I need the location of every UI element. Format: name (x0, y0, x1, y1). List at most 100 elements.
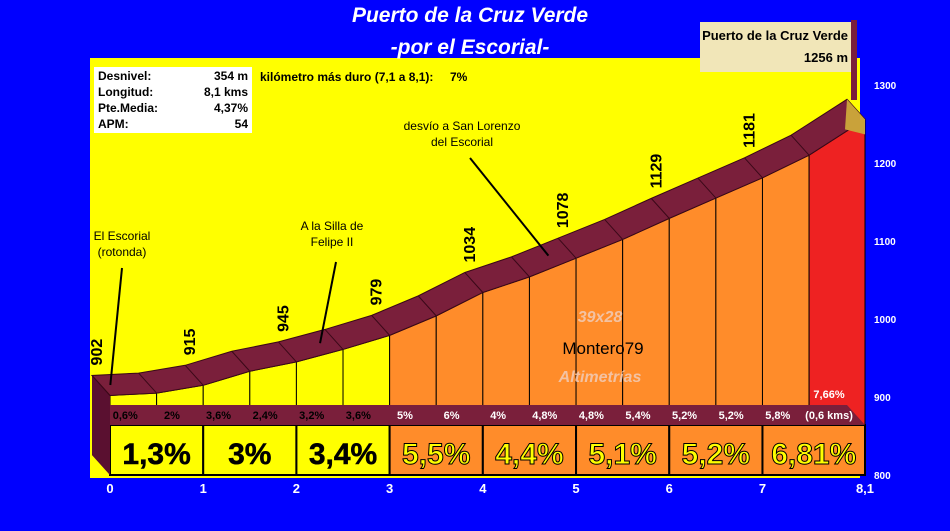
profile-rib-15 (790, 134, 810, 156)
stat-value-longitud: 8,1 kms (204, 85, 248, 99)
x-tick-4: 4 (479, 481, 487, 496)
annotation-leader-2 (469, 157, 550, 257)
segment-grade-label-9: 4,8% (532, 410, 557, 422)
segment-grade-label-4: 3,2% (299, 410, 324, 422)
km-grade-label-2: 3,4% (309, 438, 377, 471)
altitude-label-1: 915 (182, 329, 199, 356)
stat-label-longitud: Longitud: (98, 85, 153, 99)
altitude-label-6: 1129 (648, 154, 665, 189)
km-grade-cell-6 (668, 424, 764, 476)
profile-rib-8 (464, 272, 484, 293)
grade-band-top-face (92, 405, 865, 425)
annotation-leader-1 (319, 261, 337, 344)
x-tick-0: 0 (106, 481, 113, 496)
summit-box-background (700, 22, 852, 72)
stat-label-desnivel: Desnivel: (98, 69, 151, 83)
segment-grade-label-13: 5,2% (719, 410, 744, 422)
km-grade-label-7: 6,81% (771, 438, 856, 471)
segment-grade-label-6: 5% (397, 410, 413, 422)
segment-grade-label-2: 3,6% (206, 410, 231, 422)
chart-subtitle: -por el Escorial- (391, 36, 550, 59)
annotation-0-line-0: El Escorial (94, 229, 151, 243)
altitude-label-3: 979 (369, 279, 386, 306)
km-grade-label-5: 5,1% (588, 438, 656, 471)
y-tick-1: 900 (874, 393, 891, 404)
km-grade-label-6: 5,2% (682, 438, 750, 471)
segment-grade-label-1: 2% (164, 410, 180, 422)
summit-box: Puerto de la Cruz Verde 1256 m (700, 22, 852, 72)
segment-grade-note-15: (0,6 kms) (805, 410, 853, 422)
x-tick-8: 8,1 (856, 481, 874, 496)
summit-face (845, 99, 865, 135)
km-grade-label-3: 5,5% (402, 438, 470, 471)
stat-value-desnivel: 354 m (214, 69, 248, 83)
km-grade-label-1: 3% (228, 438, 271, 471)
km-grade-label-4: 4,4% (495, 438, 563, 471)
segment-grade-label-7: 6% (444, 410, 460, 422)
km-grade-cell-3 (388, 424, 484, 476)
segment-grade-label-5: 3,6% (346, 410, 371, 422)
profile-rib-3 (231, 350, 251, 372)
km-grade-cell-4 (481, 424, 578, 476)
altitude-label-7: 1181 (741, 113, 758, 148)
profile-rib-11 (604, 219, 624, 240)
profile-rib-10 (557, 237, 577, 259)
x-tick-3: 3 (386, 481, 393, 496)
stat-label-pte-media: Pte.Media: (98, 101, 158, 115)
annotation-2-line-1: del Escorial (431, 135, 493, 149)
km-grade-label-0: 1,3% (122, 438, 190, 471)
km-grade-cell-7 (761, 424, 866, 476)
annotation-0-line-1: (rotonda) (98, 245, 147, 259)
segment-grade-label-15: 7,66% (813, 389, 844, 401)
y-tick-3: 1100 (874, 237, 896, 248)
km-grade-cell-1 (202, 424, 298, 476)
chart-title: Puerto de la Cruz Verde (352, 4, 588, 27)
profile-left-face (92, 375, 110, 475)
stat-value-apm: 54 (235, 117, 249, 131)
x-tick-7: 7 (759, 481, 766, 496)
annotation-leader-0 (109, 267, 123, 386)
annotation-1-line-1: Felipe II (311, 235, 354, 249)
stat-value-pte-media: 4,37% (214, 101, 248, 115)
segment-grade-label-12: 5,2% (672, 410, 697, 422)
y-tick-4: 1200 (874, 159, 897, 170)
watermark-line2: Montero79 (562, 339, 643, 358)
watermark-line3: Altimetrías (558, 369, 642, 386)
profile-rib-2 (184, 364, 204, 386)
altitude-label-4: 1034 (462, 227, 479, 263)
altitude-label-5: 1078 (555, 192, 572, 228)
segment-grade-label-0: 0,6% (113, 410, 138, 422)
profile-rib-5 (324, 329, 344, 350)
hardest-km-value: 7% (450, 70, 468, 84)
summit-altitude: 1256 m (804, 50, 848, 65)
profile-rib-4 (278, 341, 297, 363)
y-tick-5: 1300 (874, 81, 897, 92)
stats-box: Desnivel: 354 m Longitud: 8,1 kms Pte.Me… (94, 67, 252, 133)
y-tick-2: 1000 (874, 315, 897, 326)
altitude-label-2: 945 (275, 305, 292, 332)
stat-label-apm: APM: (98, 117, 129, 131)
profile-rib-0 (91, 375, 111, 396)
x-tick-2: 2 (293, 481, 300, 496)
x-tick-1: 1 (200, 481, 207, 496)
profile-rib-6 (371, 315, 391, 336)
profile-rib-12 (650, 198, 670, 219)
summit-name: Puerto de la Cruz Verde (702, 28, 848, 43)
segment-grade-label-14: 5,8% (765, 410, 790, 422)
profile-rib-7 (417, 295, 437, 317)
profile-rib-1 (138, 372, 157, 394)
hardest-km-label: kilómetro más duro (7,1 a 8,1): (260, 70, 433, 84)
watermark-line1: 39x28 (578, 309, 623, 326)
x-tick-5: 5 (572, 481, 579, 496)
km-grade-cell-5 (575, 424, 671, 476)
annotation-1-line-0: A la Silla de (301, 219, 364, 233)
segment-grade-label-8: 4% (490, 410, 506, 422)
segment-grade-label-3: 2,4% (253, 410, 278, 422)
segment-grade-label-11: 5,4% (625, 410, 650, 422)
profile-rib-13 (697, 177, 717, 199)
summit-marker-post (851, 20, 857, 100)
annotation-2-line-0: desvío a San Lorenzo (404, 119, 521, 133)
profile-rib-9 (511, 256, 530, 278)
